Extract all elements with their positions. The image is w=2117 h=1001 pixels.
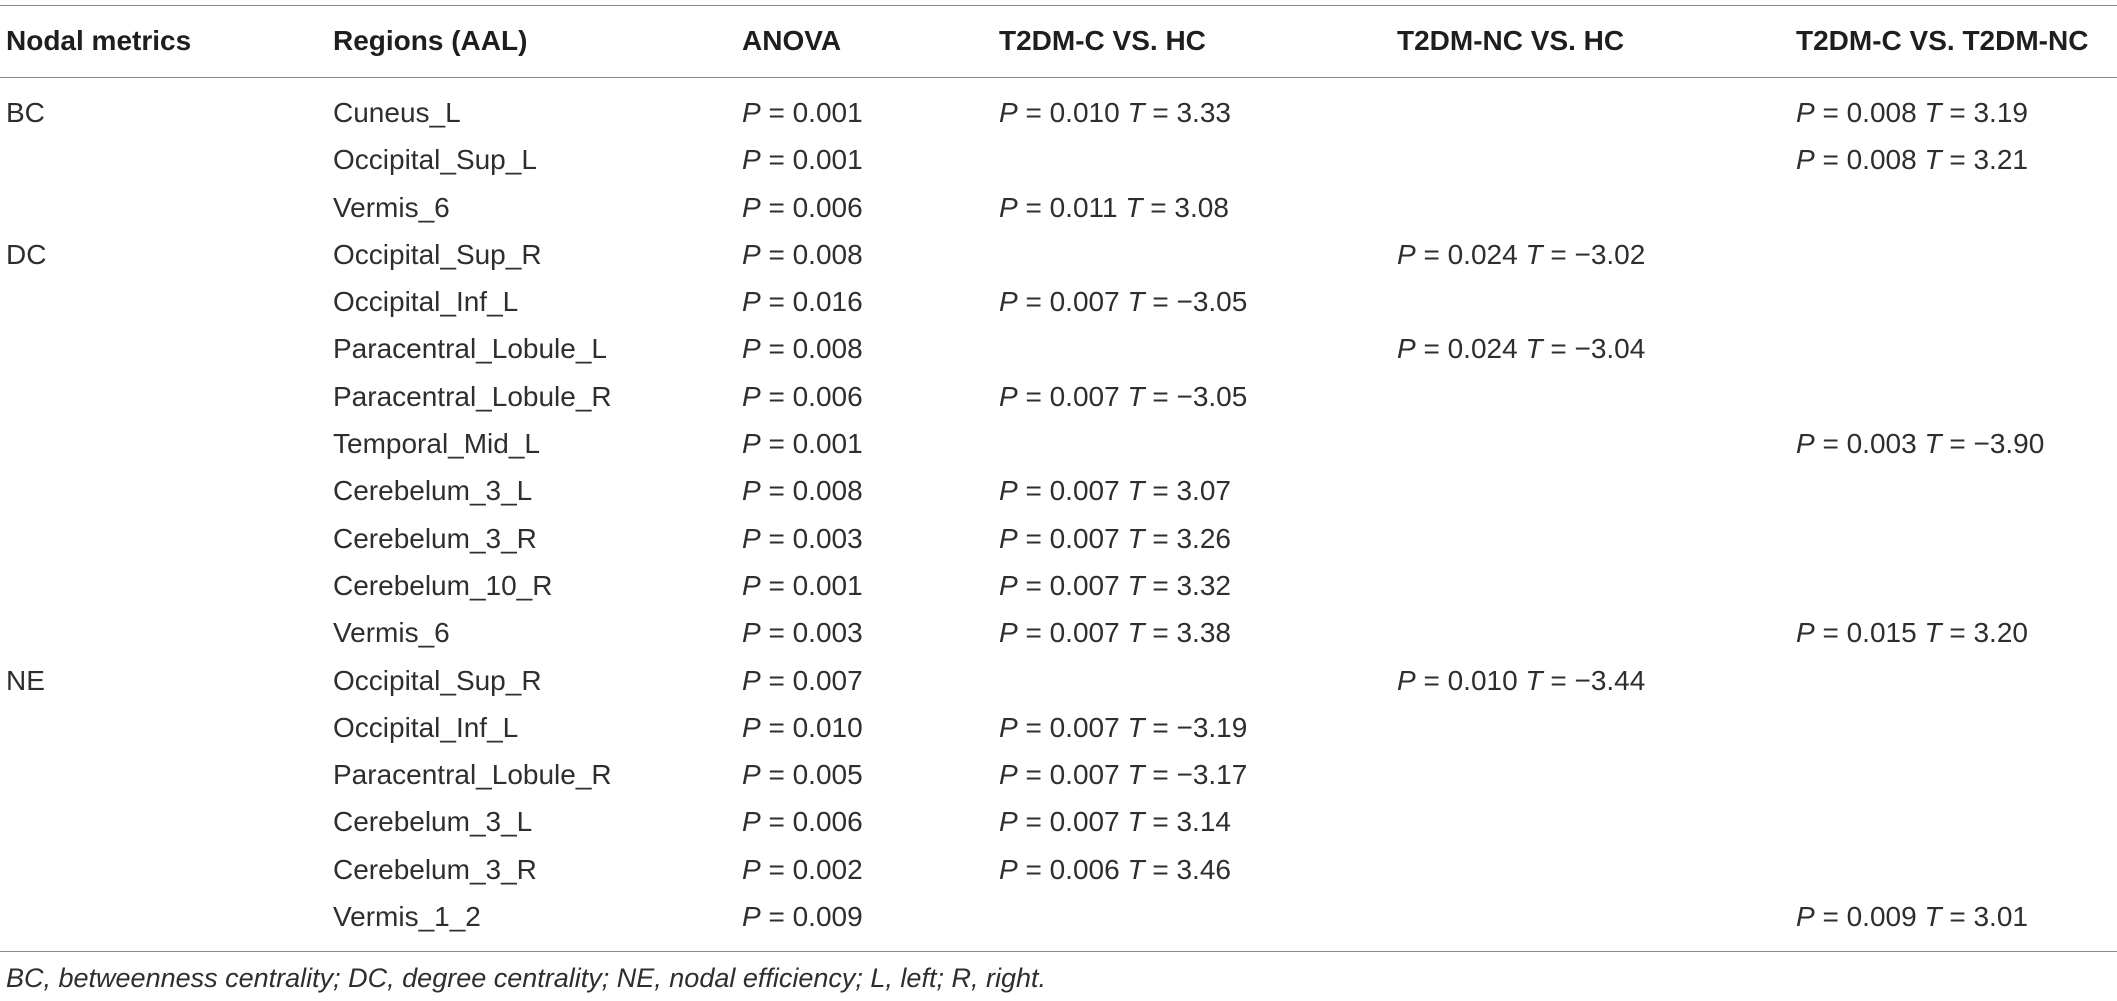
cell-anova: P = 0.008 <box>742 333 863 365</box>
cell-region: Vermis_6 <box>333 191 450 223</box>
cell-region: Cuneus_L <box>333 97 461 128</box>
header-anova: ANOVA <box>742 25 842 56</box>
table-row: BC Cuneus_L P = 0.001 P = 0.010 T = 3.33 P =… <box>0 89 2117 136</box>
cell-anova: P = 0.006 <box>742 191 863 223</box>
table-row: Cerebelum_3_L P = 0.006 P = 0.007 T = 3.14 <box>0 798 2117 845</box>
cell-t2dmc-vs-hc: P = 0.007 T = 3.26 <box>999 522 1231 554</box>
cell-region: Cerebelum_3_L <box>333 806 533 838</box>
header-rule <box>0 77 2117 78</box>
table-row: Cerebelum_3_L P = 0.008 P = 0.007 T = 3.07 <box>0 467 2117 514</box>
cell-metric: BC <box>6 97 45 128</box>
cell-t2dmc-vs-hc: P = 0.007 T = 3.32 <box>999 569 1231 601</box>
cell-t2dmc-vs-t2dmnc: P = 0.008 T = 3.21 <box>1796 144 2028 176</box>
table-row: Paracentral_Lobule_R P = 0.006 P = 0.007 T… <box>0 373 2117 420</box>
cell-anova: P = 0.001 <box>742 569 863 601</box>
cell-region: Occipital_Sup_R <box>333 664 542 696</box>
table-header-row: Nodal metrics Regions (AAL) ANOVA T2DM-C… <box>0 5 2117 77</box>
cell-region: Cerebelum_3_L <box>333 475 533 507</box>
cell-region: Cerebelum_3_R <box>333 853 537 885</box>
cell-anova: P = 0.005 <box>742 759 863 791</box>
cell-t2dmc-vs-hc: P = 0.011 T = 3.08 <box>999 191 1229 223</box>
cell-region: Vermis_1_2 <box>333 901 481 933</box>
cell-t2dmc-vs-hc: P = 0.007 T = −3.19 <box>999 711 1248 743</box>
header-t2dmc-vs-t2dmnc: T2DM-C VS. T2DM-NC <box>1796 25 2089 56</box>
cell-t2dmc-vs-hc: P = 0.007 T = 3.14 <box>999 806 1231 838</box>
cell-t2dmc-vs-hc: P = 0.007 T = −3.05 <box>999 286 1248 318</box>
table-row: Paracentral_Lobule_R P = 0.005 P = 0.007 T… <box>0 751 2117 798</box>
cell-anova: P = 0.009 <box>742 901 863 933</box>
header-t2dmc-vs-hc: T2DM-C VS. HC <box>999 25 1206 56</box>
cell-t2dmnc-vs-hc: P = 0.024 T = −3.02 <box>1397 238 1646 270</box>
cell-t2dmc-vs-hc: P = 0.007 T = 3.07 <box>999 475 1231 507</box>
cell-t2dmnc-vs-hc: P = 0.024 T = −3.04 <box>1397 333 1646 365</box>
cell-t2dmc-vs-hc: P = 0.007 T = −3.05 <box>999 380 1248 412</box>
table-row: DC Occipital_Sup_R P = 0.008 P = 0.024 T = … <box>0 231 2117 278</box>
cell-anova: P = 0.006 <box>742 806 863 838</box>
table-row: Occipital_Inf_L P = 0.010 P = 0.007 T = −3… <box>0 704 2117 751</box>
table-row: Vermis_6 P = 0.006 P = 0.011 T = 3.08 <box>0 184 2117 231</box>
header-nodal-metrics: Nodal metrics <box>6 25 192 56</box>
cell-region: Occipital_Sup_L <box>333 144 537 176</box>
cell-t2dmc-vs-hc: P = 0.010 T = 3.33 <box>999 97 1231 128</box>
table-row: Occipital_Sup_L P = 0.001 P = 0.008 T = 3.… <box>0 136 2117 183</box>
cell-t2dmc-vs-t2dmnc: P = 0.003 T = −3.90 <box>1796 428 2045 460</box>
cell-region: Temporal_Mid_L <box>333 428 540 460</box>
table-row: Temporal_Mid_L P = 0.001 P = 0.003 T = −3.… <box>0 420 2117 467</box>
cell-anova: P = 0.008 <box>742 475 863 507</box>
cell-anova: P = 0.003 <box>742 617 863 649</box>
cell-anova: P = 0.016 <box>742 286 863 318</box>
cell-region: Occipital_Inf_L <box>333 711 519 743</box>
cell-region: Vermis_6 <box>333 617 450 649</box>
cell-anova: P = 0.007 <box>742 664 863 696</box>
table-row: Paracentral_Lobule_L P = 0.008 P = 0.024 T… <box>0 325 2117 372</box>
cell-region: Paracentral_Lobule_L <box>333 333 607 365</box>
cell-anova: P = 0.001 <box>742 144 863 176</box>
table-body: BC Cuneus_L P = 0.001 P = 0.010 T = 3.33 P =… <box>0 89 2117 940</box>
cell-metric: DC <box>6 238 47 270</box>
cell-region: Occipital_Sup_R <box>333 238 542 270</box>
table-footnote: BC, betweenness centrality; DC, degree c… <box>6 963 1046 993</box>
top-rule <box>0 5 2117 6</box>
cell-t2dmc-vs-t2dmnc: P = 0.015 T = 3.20 <box>1796 617 2028 649</box>
cell-metric: NE <box>6 664 45 696</box>
cell-t2dmc-vs-hc: P = 0.007 T = −3.17 <box>999 759 1248 791</box>
table-row: Cerebelum_10_R P = 0.001 P = 0.007 T = 3.3… <box>0 562 2117 609</box>
cell-region: Cerebelum_10_R <box>333 569 553 601</box>
cell-anova: P = 0.008 <box>742 238 863 270</box>
cell-anova: P = 0.003 <box>742 522 863 554</box>
cell-anova: P = 0.002 <box>742 853 863 885</box>
cell-region: Paracentral_Lobule_R <box>333 380 612 412</box>
cell-t2dmc-vs-t2dmnc: P = 0.008 T = 3.19 <box>1796 97 2028 128</box>
cell-region: Cerebelum_3_R <box>333 522 537 554</box>
table-row: Occipital_Inf_L P = 0.016 P = 0.007 T = −3… <box>0 278 2117 325</box>
table-row: Vermis_1_2 P = 0.009 P = 0.009 T = 3.01 <box>0 893 2117 940</box>
header-regions: Regions (AAL) <box>333 25 528 56</box>
cell-t2dmc-vs-hc: P = 0.006 T = 3.46 <box>999 853 1231 885</box>
cell-t2dmnc-vs-hc: P = 0.010 T = −3.44 <box>1397 664 1646 696</box>
cell-anova: P = 0.006 <box>742 380 863 412</box>
table-row: NE Occipital_Sup_R P = 0.007 P = 0.010 T = … <box>0 657 2117 704</box>
cell-region: Paracentral_Lobule_R <box>333 759 612 791</box>
cell-anova: P = 0.001 <box>742 428 863 460</box>
table-row: Cerebelum_3_R P = 0.002 P = 0.006 T = 3.46 <box>0 846 2117 893</box>
table-row: Vermis_6 P = 0.003 P = 0.007 T = 3.38 P = 0… <box>0 609 2117 656</box>
bottom-rule <box>0 951 2117 952</box>
cell-t2dmc-vs-t2dmnc: P = 0.009 T = 3.01 <box>1796 901 2028 933</box>
table-row: Cerebelum_3_R P = 0.003 P = 0.007 T = 3.26 <box>0 515 2117 562</box>
header-t2dmnc-vs-hc: T2DM-NC VS. HC <box>1397 25 1625 56</box>
cell-anova: P = 0.001 <box>742 97 863 128</box>
cell-t2dmc-vs-hc: P = 0.007 T = 3.38 <box>999 617 1231 649</box>
cell-region: Occipital_Inf_L <box>333 286 519 318</box>
cell-anova: P = 0.010 <box>742 711 863 743</box>
